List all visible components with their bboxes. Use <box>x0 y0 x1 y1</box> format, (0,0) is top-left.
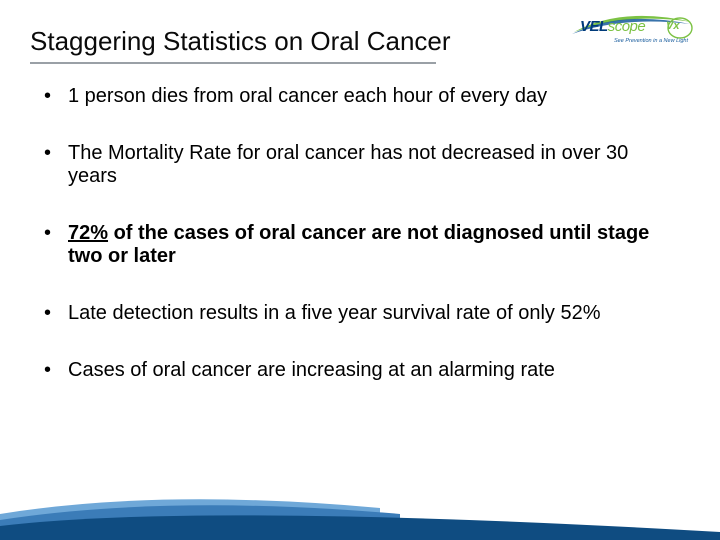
bullet-marker: • <box>44 142 68 165</box>
bullet-text: 72% of the cases of oral cancer are not … <box>68 222 664 268</box>
bullet-marker: • <box>44 85 68 108</box>
bullet-item: •Cases of oral cancer are increasing at … <box>44 359 664 382</box>
bullet-marker: • <box>44 302 68 325</box>
logo-tagline: See Prevention in a New Light <box>614 38 688 44</box>
velscope-logo: VELscope Vx See Prevention in a New Ligh… <box>572 10 702 50</box>
slide-title: Staggering Statistics on Oral Cancer <box>30 26 451 57</box>
bullet-item: •72% of the cases of oral cancer are not… <box>44 222 664 268</box>
bullet-item: •1 person dies from oral cancer each hou… <box>44 85 664 108</box>
bullet-marker: • <box>44 359 68 382</box>
bullet-text: 1 person dies from oral cancer each hour… <box>68 85 664 108</box>
logo-vel: VEL <box>580 18 608 35</box>
logo-vx: Vx <box>666 20 679 32</box>
logo-text: VELscope <box>580 18 645 35</box>
title-underline <box>30 62 436 64</box>
bullet-list: •1 person dies from oral cancer each hou… <box>44 85 664 416</box>
bullet-text: Cases of oral cancer are increasing at a… <box>68 359 664 382</box>
logo-scope: scope <box>608 18 646 35</box>
footer-swoosh-icon <box>0 480 720 540</box>
bullet-text: The Mortality Rate for oral cancer has n… <box>68 142 664 188</box>
bullet-marker: • <box>44 222 68 245</box>
bullet-item: •The Mortality Rate for oral cancer has … <box>44 142 664 188</box>
bullet-item: •Late detection results in a five year s… <box>44 302 664 325</box>
bullet-text: Late detection results in a five year su… <box>68 302 664 325</box>
